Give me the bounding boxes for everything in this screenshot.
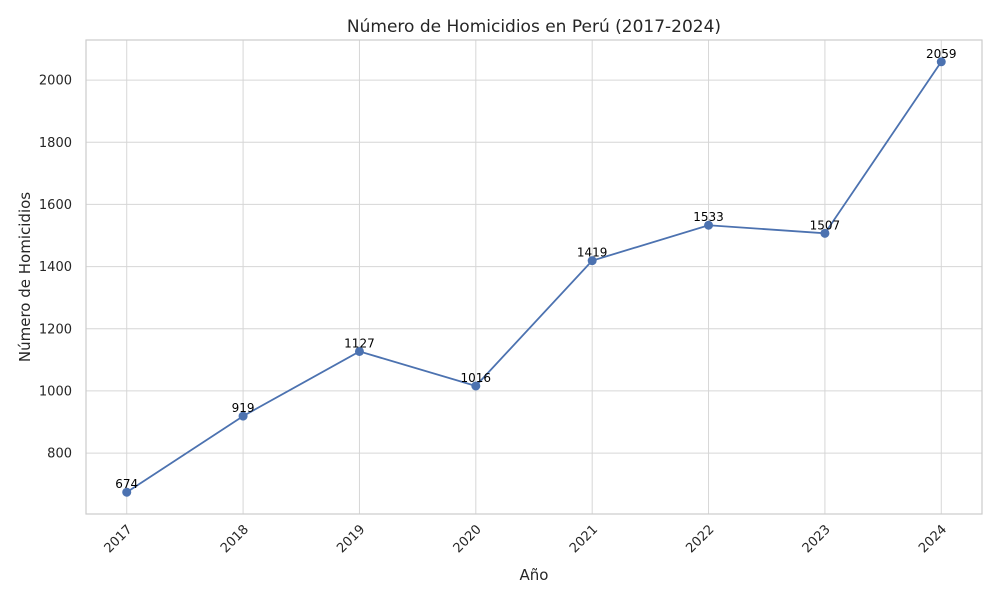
y-tick-label: 1800 xyxy=(39,136,72,151)
data-label: 1016 xyxy=(461,371,492,385)
x-tick-label: 2020 xyxy=(451,522,485,556)
y-tick-label: 2000 xyxy=(39,74,72,89)
y-tick-label: 1400 xyxy=(39,260,72,275)
data-point xyxy=(936,57,946,67)
x-tick-label: 2017 xyxy=(102,522,136,556)
x-axis-ticks: 2017 2018 2019 2020 2021 2022 2023 2024 xyxy=(102,522,951,556)
data-label: 1419 xyxy=(577,246,608,260)
x-axis-label: Año xyxy=(520,566,549,584)
x-tick-label: 2023 xyxy=(800,522,834,556)
y-tick-label: 1200 xyxy=(39,322,72,337)
data-point xyxy=(238,411,248,421)
data-label: 1127 xyxy=(344,336,375,350)
data-label: 1533 xyxy=(693,210,724,224)
y-axis-ticks: 800 1000 1200 1400 1600 1800 2000 xyxy=(39,74,72,462)
data-label: 919 xyxy=(232,401,255,415)
x-tick-label: 2018 xyxy=(218,522,252,556)
data-label: 1507 xyxy=(810,218,841,232)
data-point xyxy=(820,228,830,238)
data-labels: 674 919 1127 1016 1419 1533 1507 2059 xyxy=(115,47,956,491)
data-point xyxy=(471,381,481,391)
data-point xyxy=(354,346,364,356)
data-label: 2059 xyxy=(926,47,957,61)
series-homicidios xyxy=(122,57,946,497)
y-tick-label: 1000 xyxy=(39,384,72,399)
x-tick-label: 2022 xyxy=(683,522,717,556)
data-point xyxy=(587,256,597,266)
data-point xyxy=(704,220,714,230)
y-axis-label: Número de Homicidios xyxy=(16,192,34,362)
grid-lines xyxy=(85,39,983,515)
chart-title: Número de Homicidios en Perú (2017-2024) xyxy=(347,17,721,37)
data-label: 674 xyxy=(115,477,138,491)
x-tick-label: 2024 xyxy=(916,522,950,556)
y-tick-label: 1600 xyxy=(39,198,72,213)
plot-frame xyxy=(85,39,983,515)
series-line xyxy=(126,61,943,493)
x-tick-label: 2019 xyxy=(334,522,368,556)
data-point xyxy=(122,487,132,497)
x-tick-label: 2021 xyxy=(567,522,601,556)
y-tick-label: 800 xyxy=(47,447,72,462)
